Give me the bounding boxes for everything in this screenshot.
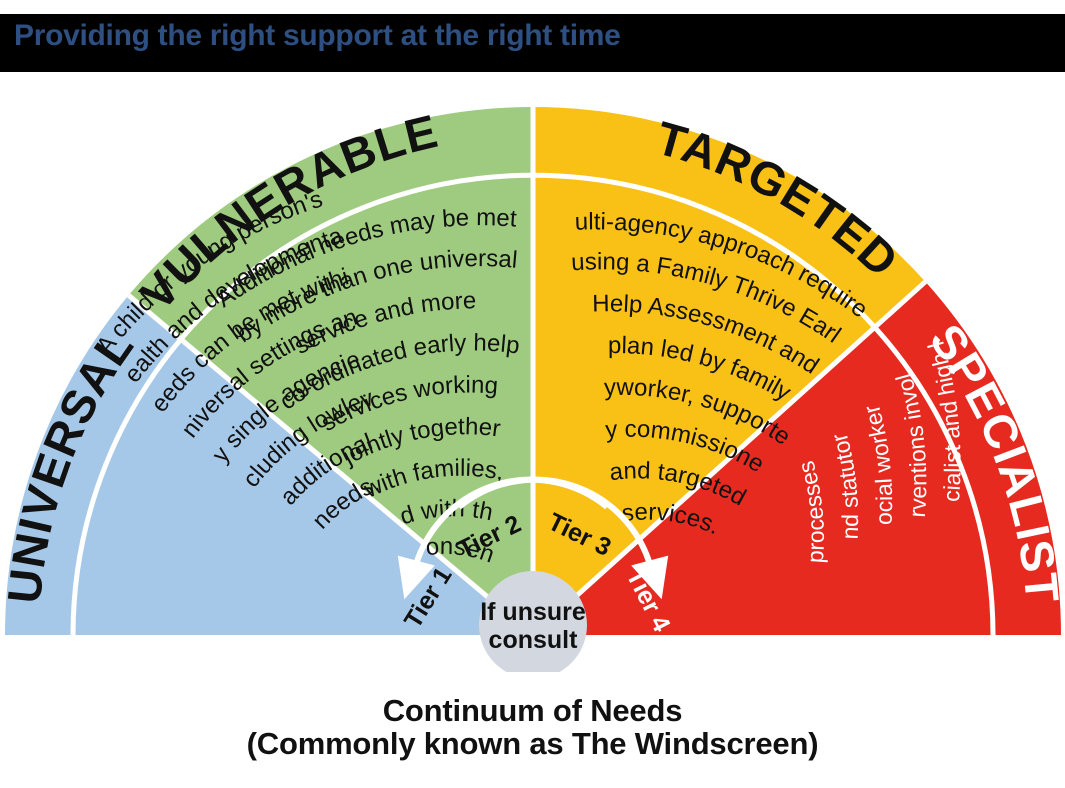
wedge-vulnerable[interactable] (128, 106, 533, 635)
divider-universal-vulnerable (126, 293, 535, 637)
hub-line-2: consult (489, 626, 579, 654)
page-title: Providing the right support at the right… (14, 19, 621, 52)
arrow-left-head (397, 555, 435, 600)
divider-targeted-specialist (531, 279, 928, 637)
windscreen-diagram: UNIVERSAL VULNERABLE TARGETED SPECIALIST… (0, 72, 1065, 672)
hub-circle[interactable] (479, 571, 587, 672)
inner-ring-arc (70, 172, 996, 636)
header-banner (0, 14, 1065, 72)
arrow-right-curve (457, 476, 655, 573)
windscreen-svg: UNIVERSAL VULNERABLE TARGETED SPECIALIST… (0, 72, 1065, 672)
segment-wedges (4, 106, 1061, 635)
center-hub[interactable]: If unsure consult (479, 571, 587, 672)
wedge-targeted[interactable] (533, 107, 926, 635)
caption-subtitle: (Commonly known as The Windscreen) (246, 726, 819, 762)
diagram-caption: Continuum of Needs (Commonly known as Th… (0, 694, 1065, 761)
wedge-universal[interactable] (4, 295, 534, 635)
arrow-right-head (631, 555, 669, 600)
hub-line-1: If unsure (480, 598, 586, 626)
flow-arrows (397, 476, 669, 600)
wedge-specialist[interactable] (533, 281, 1061, 635)
caption-title: Continuum of Needs (382, 693, 683, 728)
segment-dividers (70, 107, 996, 637)
